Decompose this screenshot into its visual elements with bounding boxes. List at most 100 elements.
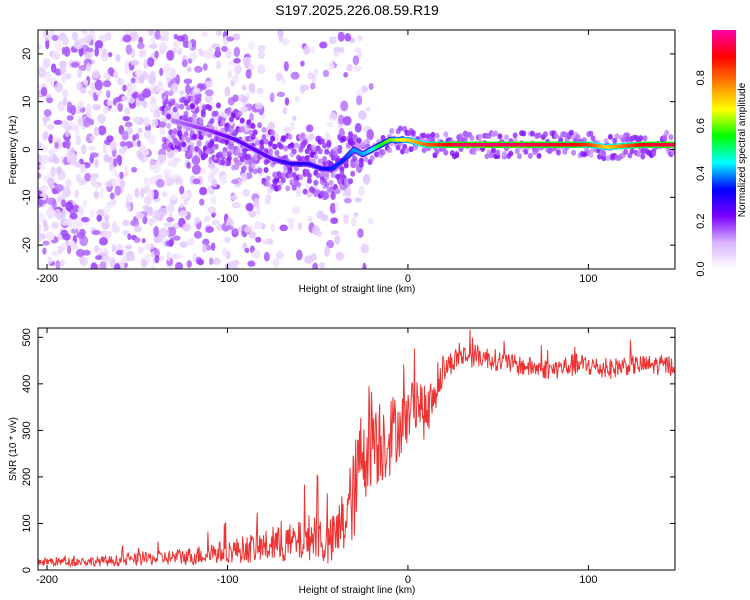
noise-blob	[137, 246, 144, 254]
noise-blob	[253, 197, 260, 208]
noise-blob	[310, 45, 316, 55]
band-blob	[343, 162, 349, 169]
band-blob	[252, 129, 258, 136]
noise-blob	[79, 256, 85, 264]
spectrogram-y-label: Frequency (Hz)	[8, 116, 19, 185]
noise-blob	[150, 36, 156, 45]
noise-blob	[175, 261, 183, 269]
noise-blob	[234, 64, 242, 75]
band-blob	[430, 136, 436, 143]
noise-blob	[38, 142, 43, 150]
noise-blob	[259, 113, 266, 120]
noise-blob	[44, 71, 52, 83]
noise-blob	[171, 82, 179, 94]
band-blob	[250, 123, 256, 130]
band-blob	[326, 186, 332, 193]
noise-blob	[240, 95, 249, 104]
noise-blob	[339, 46, 345, 54]
band-blob	[280, 135, 286, 142]
noise-blob	[56, 166, 63, 175]
noise-blob	[69, 240, 76, 247]
noise-blob	[42, 57, 51, 69]
noise-blob	[215, 46, 221, 53]
band-blob	[254, 139, 260, 146]
noise-blob	[59, 66, 67, 75]
band-blob	[605, 154, 611, 161]
band-blob	[311, 144, 317, 151]
noise-blob	[360, 243, 369, 254]
noise-blob	[136, 140, 142, 148]
noise-blob	[166, 216, 175, 223]
y-tick-label: 400	[21, 375, 33, 393]
noise-blob	[186, 260, 192, 268]
ridge-core	[672, 142, 675, 147]
noise-blob	[226, 36, 234, 42]
noise-blob	[75, 248, 85, 258]
colorbar-gradient	[712, 30, 736, 269]
band-blob	[302, 188, 308, 195]
noise-blob	[159, 255, 165, 262]
noise-blob	[212, 257, 221, 266]
noise-blob	[283, 61, 289, 72]
band-blob	[410, 129, 416, 136]
noise-blob	[115, 54, 121, 62]
noise-blob	[156, 85, 165, 94]
band-blob	[261, 126, 267, 133]
noise-blob	[277, 30, 284, 38]
noise-blob	[111, 243, 116, 253]
band-blob	[280, 177, 286, 184]
noise-blob	[137, 212, 145, 219]
noise-blob	[38, 222, 42, 234]
band-blob	[231, 164, 237, 171]
noise-blob	[282, 38, 290, 47]
noise-blob	[109, 107, 118, 113]
x-tick-label: 100	[579, 273, 597, 285]
noise-blob	[333, 51, 340, 57]
noise-blob	[310, 82, 316, 90]
x-tick-label: -200	[36, 574, 58, 586]
band-blob	[387, 147, 393, 154]
band-blob	[185, 104, 191, 111]
noise-blob	[111, 167, 118, 175]
noise-blob	[248, 40, 255, 51]
band-blob	[209, 140, 215, 147]
noise-blob	[191, 155, 201, 166]
band-blob	[369, 155, 375, 162]
noise-blob	[102, 80, 112, 88]
noise-blob	[368, 82, 374, 91]
noise-blob	[95, 254, 103, 261]
noise-blob	[232, 94, 239, 103]
noise-blob	[79, 179, 87, 186]
noise-blob	[42, 219, 48, 227]
noise-blob	[40, 192, 47, 201]
band-blob	[458, 133, 464, 140]
noise-blob	[215, 60, 222, 70]
noise-blob	[324, 132, 331, 142]
noise-blob	[335, 251, 344, 261]
noise-blob	[143, 184, 151, 193]
noise-blob	[84, 51, 93, 60]
noise-blob	[59, 246, 65, 252]
noise-blob	[96, 214, 103, 222]
noise-blob	[122, 84, 127, 92]
noise-blob	[42, 116, 51, 122]
noise-blob	[168, 239, 174, 247]
noise-blob	[127, 233, 132, 241]
noise-blob	[40, 154, 49, 164]
band-blob	[542, 131, 548, 138]
band-blob	[443, 131, 449, 138]
band-blob	[501, 150, 507, 157]
band-blob	[179, 103, 185, 110]
noise-blob	[131, 92, 138, 99]
band-blob	[571, 149, 577, 156]
band-blob	[434, 132, 440, 139]
noise-blob	[203, 49, 213, 60]
noise-blob	[166, 50, 175, 61]
noise-blob	[215, 30, 223, 36]
y-tick-label: 100	[21, 514, 33, 532]
noise-blob	[61, 72, 66, 84]
noise-blob	[62, 186, 71, 198]
band-blob	[270, 135, 276, 142]
noise-blob	[122, 249, 127, 258]
